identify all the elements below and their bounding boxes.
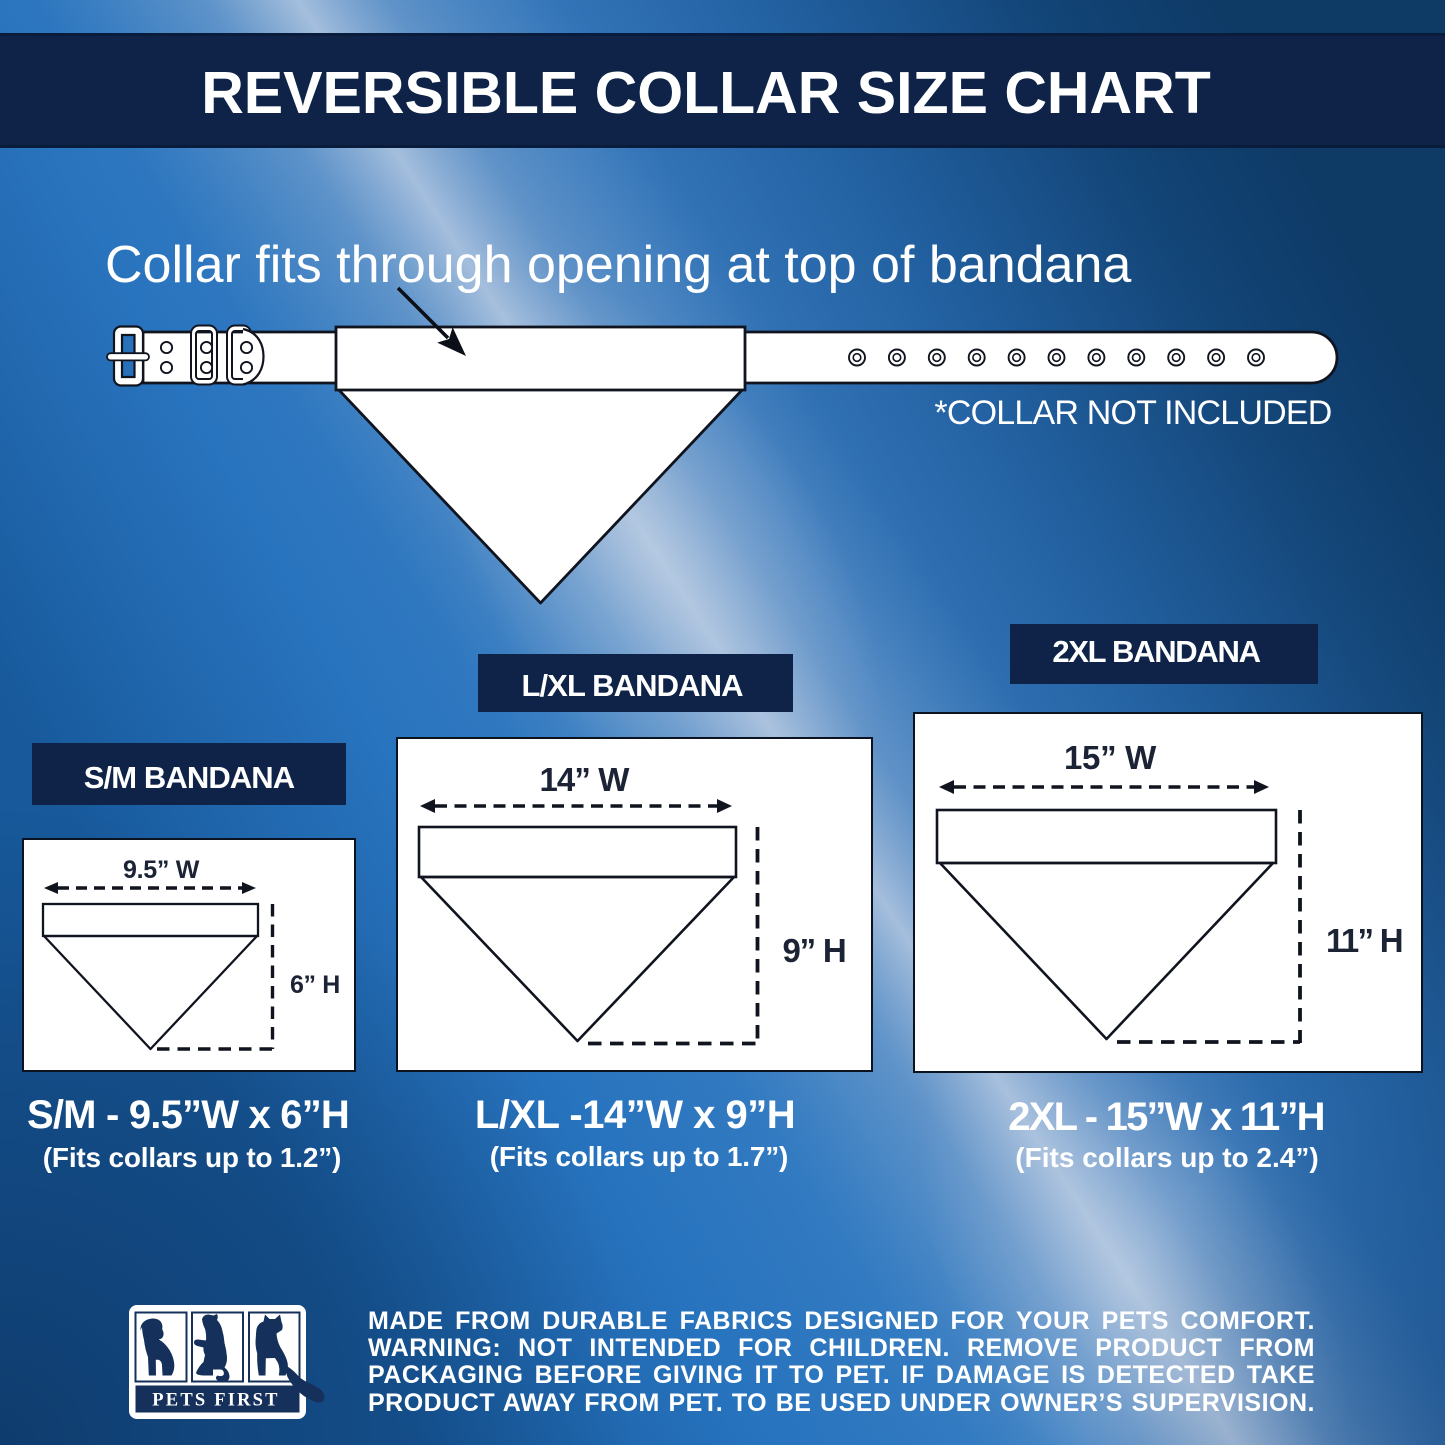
svg-text:PETS FIRST: PETS FIRST xyxy=(152,1391,279,1411)
